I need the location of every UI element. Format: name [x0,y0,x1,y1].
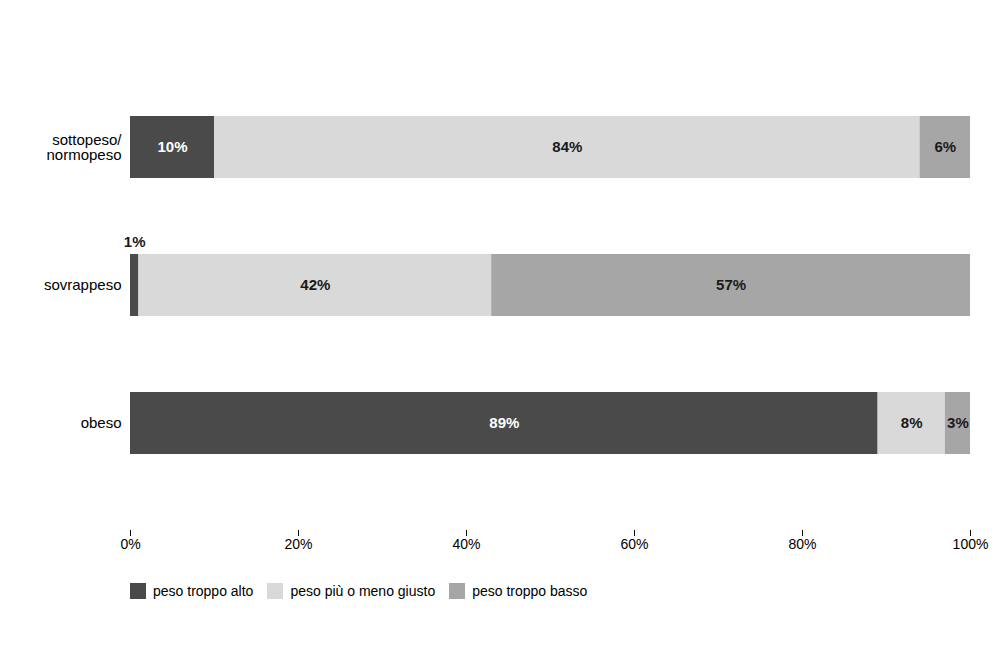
html-text:peso troppo alto: peso troppo alto [153,582,254,599]
svg-text:84%: 84% [552,138,582,155]
svg-text:obeso: obeso [81,414,122,431]
svg-text:8%: 8% [901,414,923,431]
svg-text:sottopeso/normopeso: sottopeso/normopeso [46,131,122,163]
svg-text:60%: 60% [620,536,648,552]
svg-text:40%: 40% [452,536,480,552]
svg-text:89%: 89% [489,414,519,431]
svg-text:sovrappeso: sovrappeso [44,276,122,293]
svg-text:42%: 42% [300,276,330,293]
svg-text:3%: 3% [947,414,969,431]
svg-text:6%: 6% [934,138,956,155]
svg-text:10%: 10% [157,138,187,155]
svg-text:20%: 20% [284,536,312,552]
html-text:peso più o meno giusto: peso più o meno giusto [290,582,436,599]
svg-text:57%: 57% [716,276,746,293]
svg-text:80%: 80% [788,536,816,552]
svg-text:0%: 0% [120,536,140,552]
svg-text:1%: 1% [124,233,146,250]
svg-text:100%: 100% [953,536,989,552]
html-text:peso troppo basso: peso troppo basso [472,582,588,599]
